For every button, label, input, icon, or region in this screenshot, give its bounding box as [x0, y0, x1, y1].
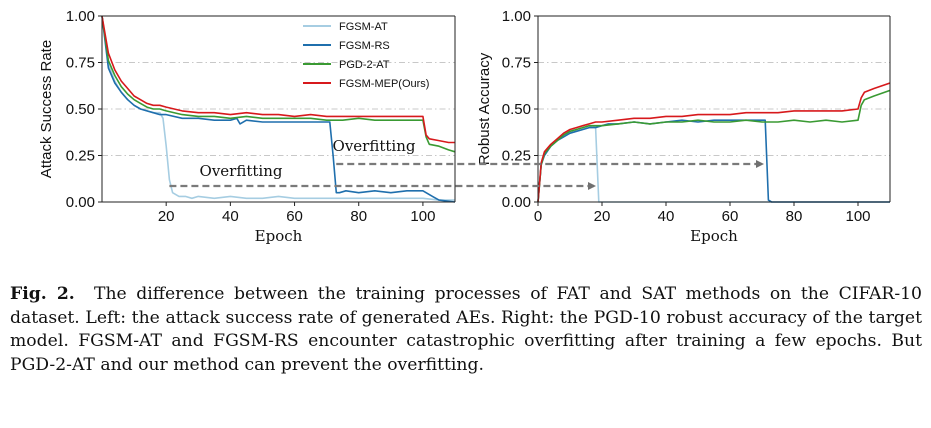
right-ytick-1-00: 1.00 [502, 8, 531, 25]
legend-item-fgsm-at: FGSM-AT [303, 21, 388, 33]
legend-item-fgsm-rs: FGSM-RS [303, 40, 390, 52]
caption-label: Fig. 2. [10, 284, 75, 304]
right-xtick-20: 20 [594, 208, 611, 225]
right-xtick-80: 80 [786, 208, 803, 225]
legend-label-fgsm-mep-ours: FGSM-MEP(Ours) [339, 78, 429, 90]
overfitting-annotations: Overfitting Overfitting [169, 137, 764, 190]
left-xtick-80: 80 [350, 208, 367, 225]
right-xlabel: Epoch [690, 227, 738, 245]
legend-item-pgd-2-at: PGD-2-AT [303, 59, 390, 71]
caption-text: The difference between the training proc… [10, 284, 922, 375]
left-xtick-40: 40 [222, 208, 239, 225]
legend-label-fgsm-rs: FGSM-RS [339, 40, 390, 52]
right-ytick-0-25: 0.25 [502, 148, 531, 165]
left-ytick-0-75: 0.75 [66, 55, 95, 72]
right-series-pgd-2-at [537, 89, 891, 203]
legend-label-pgd-2-at: PGD-2-AT [339, 59, 390, 71]
left-series-fgsm-mep-ours [101, 15, 455, 144]
figure-caption: Fig. 2. The difference between the train… [10, 283, 922, 377]
left-ytick-0-00: 0.00 [66, 194, 95, 211]
right-series-fgsm-mep-ours [537, 82, 891, 203]
left-xtick-20: 20 [158, 208, 175, 225]
legend-label-fgsm-at: FGSM-AT [339, 21, 388, 33]
left-chart-attack-success-rate: 0.00 0.25 0.50 0.75 1.00 20 40 60 80 100 Epoch Atta… [38, 8, 456, 245]
right-xtick-100: 100 [845, 208, 870, 225]
left-ytick-1-00: 1.00 [66, 8, 95, 25]
right-series-fgsm-rs [537, 119, 890, 203]
right-ytick-0-00: 0.00 [502, 194, 531, 211]
right-ytick-0-50: 0.50 [502, 101, 531, 118]
chart-legend: FGSM-AT FGSM-RS PGD-2-AT FGSM-MEP(Ours) [303, 21, 429, 90]
left-ylabel: Attack Success Rate [38, 40, 55, 178]
right-xtick-60: 60 [722, 208, 739, 225]
right-chart-robust-accuracy: 0.00 0.25 0.50 0.75 1.00 0 20 40 60 80 100 Epoch Rob… [476, 8, 891, 245]
right-xtick-40: 40 [658, 208, 675, 225]
left-xlabel: Epoch [255, 227, 303, 245]
right-ylabel: Robust Accuracy [476, 52, 493, 165]
overfitting-label-2: Overfitting [333, 137, 416, 155]
overfitting-label-1: Overfitting [200, 162, 283, 180]
left-xtick-100: 100 [410, 208, 435, 225]
left-ytick-0-50: 0.50 [66, 101, 95, 118]
figure-2: 0.00 0.25 0.50 0.75 1.00 20 40 60 80 100 Epoch Atta… [38, 8, 891, 245]
legend-item-fgsm-mep-ours: FGSM-MEP(Ours) [303, 78, 429, 90]
left-ytick-0-25: 0.25 [66, 148, 95, 165]
left-series-pgd-2-at [101, 15, 456, 153]
left-xtick-60: 60 [286, 208, 303, 225]
right-xtick-0: 0 [534, 208, 542, 225]
right-ytick-0-75: 0.75 [502, 55, 531, 72]
left-series-fgsm-rs [101, 15, 456, 203]
